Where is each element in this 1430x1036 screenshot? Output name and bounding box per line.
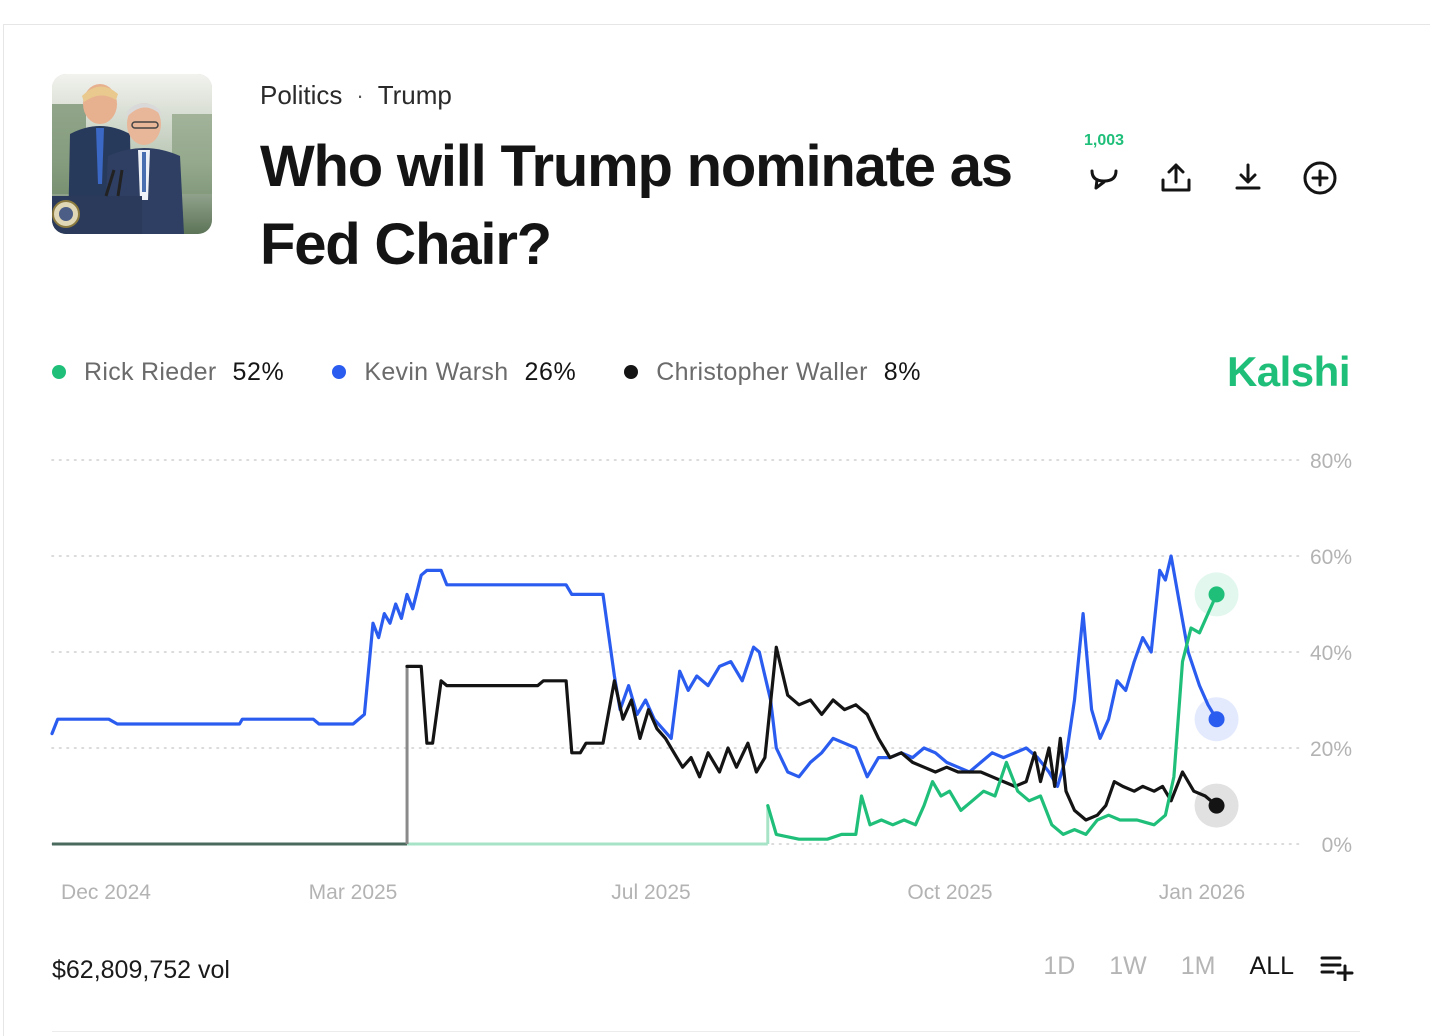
legend-name: Christopher Waller [656, 357, 868, 386]
divider [52, 1031, 1360, 1032]
x-tick-label: Oct 2025 [907, 881, 992, 904]
legend-dot-christopher-waller [624, 365, 639, 379]
series-line-rick-rieder [766, 592, 1219, 841]
range-1w-button[interactable]: 1W [1109, 952, 1147, 980]
series-endpoint-dot-kevin-warsh [1208, 711, 1225, 728]
plus-circle-icon [1303, 161, 1337, 195]
breadcrumb-separator: · [356, 82, 364, 108]
breadcrumb: Politics · Trump [260, 80, 452, 111]
legend-name: Rick Rieder [84, 357, 217, 386]
y-tick-label: 40% [1310, 642, 1352, 665]
list-add-icon [1320, 956, 1354, 981]
add-watchlist-button[interactable] [1292, 150, 1348, 206]
series-endpoint-dot-rick-rieder [1208, 586, 1225, 603]
legend-item-christopher-waller[interactable]: Christopher Waller 8% [624, 358, 921, 387]
x-tick-label: Jul 2025 [611, 881, 690, 904]
legend-value: 26% [524, 357, 577, 386]
market-card [3, 24, 1430, 1036]
y-tick-label: 60% [1310, 546, 1352, 569]
volume-label: $62,809,752 vol [52, 956, 230, 984]
y-tick-label: 20% [1310, 738, 1352, 761]
chart-legend: Rick Rieder 52% Kevin Warsh 26% Christop… [52, 354, 969, 390]
playlist-add-button[interactable] [1320, 953, 1354, 981]
y-tick-label: 0% [1322, 834, 1352, 857]
breadcrumb-subcategory-link[interactable]: Trump [377, 80, 452, 110]
share-upload-icon [1161, 163, 1191, 192]
comments-button[interactable]: 1,003 [1076, 132, 1132, 196]
kalshi-logo: Kalshi [1226, 348, 1351, 395]
x-tick-label: Mar 2025 [309, 881, 398, 904]
series-line-christopher-waller [405, 645, 1219, 822]
download-icon [1235, 163, 1261, 190]
legend-item-kevin-warsh[interactable]: Kevin Warsh 26% [332, 358, 576, 387]
series-endpoint-dot-christopher-waller [1208, 797, 1225, 814]
legend-dot-kevin-warsh [332, 365, 347, 379]
x-tick-label: Jan 2026 [1159, 881, 1245, 904]
breadcrumb-category-link[interactable]: Politics [260, 80, 343, 110]
page-title: Who will Trump nominate as Fed Chair? [260, 134, 1013, 277]
price-history-chart: 0% 20% 40% 60% 80% Dec 2024 Mar 2025 Jul 2025 Oc… [50, 450, 1352, 904]
series-line-kevin-warsh [50, 554, 1219, 788]
legend-dot-rick-rieder [52, 365, 66, 379]
time-range-selector: 1D 1W 1M ALL [1009, 952, 1354, 981]
comment-bubble-icon [1090, 169, 1118, 190]
share-button[interactable] [1148, 150, 1204, 206]
x-tick-label: Dec 2024 [61, 881, 151, 904]
legend-value: 52% [232, 357, 285, 386]
legend-name: Kevin Warsh [364, 357, 509, 386]
legend-item-rick-rieder[interactable]: Rick Rieder 52% [52, 358, 284, 387]
comment-count: 1,003 [1083, 132, 1125, 149]
legend-value: 8% [883, 357, 922, 386]
photo-illustration [52, 74, 212, 234]
range-1d-button[interactable]: 1D [1043, 952, 1076, 980]
market-thumbnail-image [52, 74, 212, 234]
download-button[interactable] [1220, 150, 1276, 206]
range-1m-button[interactable]: 1M [1180, 952, 1216, 980]
range-all-button[interactable]: ALL [1249, 952, 1294, 980]
y-tick-label: 80% [1310, 450, 1352, 473]
